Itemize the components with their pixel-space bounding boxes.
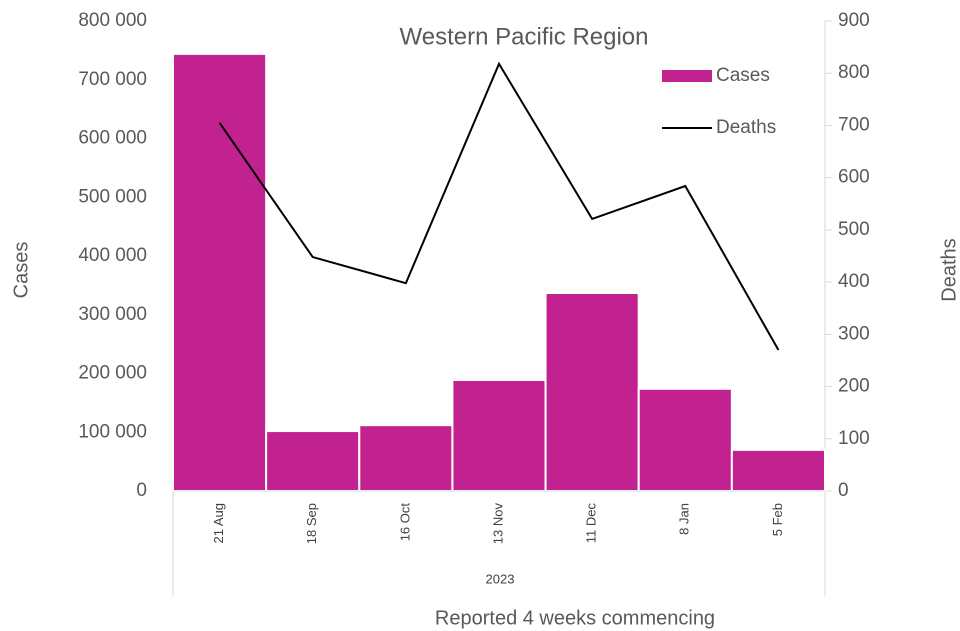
x-tick-label: 8 Jan	[677, 503, 692, 535]
y2-tick-label: 700	[838, 114, 870, 135]
x-tick-label: 16 Oct	[397, 503, 412, 542]
x-axis-title: Reported 4 weeks commencing	[435, 607, 715, 629]
x-tick-label: 5 Feb	[770, 503, 785, 536]
y-tick-label: 700 000	[78, 69, 147, 90]
legend-label: Deaths	[716, 117, 776, 138]
y-tick-label: 0	[136, 480, 147, 501]
group-label: 2023	[486, 571, 515, 586]
bar	[451, 378, 547, 492]
y2-tick-label: 300	[838, 323, 870, 344]
y-tick-label: 200 000	[78, 363, 147, 384]
y2-tick-label: 100	[838, 428, 870, 449]
x-tick-label: 21 Aug	[211, 503, 226, 544]
y2-tick-label: 200	[838, 376, 870, 397]
bar	[637, 387, 733, 492]
y2-axis-title: Deaths	[938, 238, 960, 301]
y2-tick-label: 600	[838, 167, 870, 188]
y-tick-label: 300 000	[78, 304, 147, 325]
legend-swatch	[662, 70, 712, 82]
y-tick-label: 400 000	[78, 245, 147, 266]
y-tick-label: 600 000	[78, 128, 147, 149]
bar	[544, 292, 640, 493]
y2-tick-label: 900	[838, 10, 870, 31]
y-axis-title: Cases	[10, 242, 32, 299]
y2-tick-label: 0	[838, 480, 849, 501]
legend-label: Cases	[716, 65, 770, 86]
line	[218, 61, 780, 351]
y2-tick-label: 500	[838, 219, 870, 240]
bar	[265, 430, 361, 493]
chart-title: Western Pacific Region	[400, 23, 649, 50]
x-tick-label: 11 Dec	[584, 503, 599, 544]
y-tick-label: 100 000	[78, 421, 147, 442]
y2-tick-label: 400	[838, 271, 870, 292]
bar	[172, 52, 268, 493]
y2-tick-label: 800	[838, 62, 870, 83]
x-tick-label: 13 Nov	[490, 503, 505, 545]
y-tick-label: 800 000	[78, 10, 147, 31]
bar	[730, 448, 826, 492]
x-tick-label: 18 Sep	[304, 503, 319, 544]
y-tick-label: 500 000	[78, 186, 147, 207]
bar	[358, 424, 454, 493]
